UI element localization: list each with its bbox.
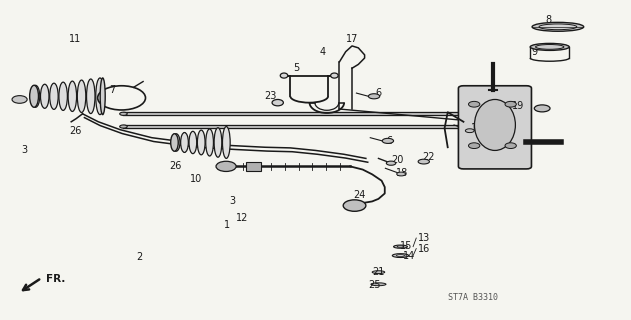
Ellipse shape xyxy=(96,78,104,115)
Text: 18: 18 xyxy=(471,123,483,133)
Ellipse shape xyxy=(59,82,68,110)
Text: 22: 22 xyxy=(423,152,435,162)
Circle shape xyxy=(505,143,516,148)
Ellipse shape xyxy=(539,24,577,30)
Ellipse shape xyxy=(223,126,230,158)
Ellipse shape xyxy=(50,83,58,109)
Ellipse shape xyxy=(120,112,127,116)
Ellipse shape xyxy=(397,246,404,247)
Ellipse shape xyxy=(40,84,49,108)
Text: 12: 12 xyxy=(235,213,248,223)
Text: 17: 17 xyxy=(346,34,358,44)
Text: 2: 2 xyxy=(136,252,143,262)
Text: 23: 23 xyxy=(264,91,276,101)
Ellipse shape xyxy=(392,254,409,258)
Circle shape xyxy=(468,143,480,148)
Ellipse shape xyxy=(418,159,430,164)
Ellipse shape xyxy=(386,161,396,165)
Ellipse shape xyxy=(530,44,569,50)
Circle shape xyxy=(343,200,366,211)
Ellipse shape xyxy=(369,94,380,99)
Ellipse shape xyxy=(120,125,127,128)
Ellipse shape xyxy=(536,44,564,49)
FancyBboxPatch shape xyxy=(459,86,531,169)
Text: 14: 14 xyxy=(403,251,415,260)
Ellipse shape xyxy=(86,79,95,114)
Ellipse shape xyxy=(465,129,474,132)
Ellipse shape xyxy=(30,85,38,107)
Ellipse shape xyxy=(171,134,178,151)
Ellipse shape xyxy=(100,78,105,115)
Ellipse shape xyxy=(475,100,516,150)
Text: 21: 21 xyxy=(372,267,385,277)
Ellipse shape xyxy=(189,131,197,154)
Text: 1: 1 xyxy=(224,220,230,230)
Ellipse shape xyxy=(78,80,86,113)
Text: 11: 11 xyxy=(69,34,81,44)
Text: 19: 19 xyxy=(512,101,524,111)
Text: 3: 3 xyxy=(21,146,28,156)
Text: 24: 24 xyxy=(353,190,366,200)
Text: 9: 9 xyxy=(531,47,538,57)
Circle shape xyxy=(216,161,236,172)
Ellipse shape xyxy=(206,129,213,156)
Text: 25: 25 xyxy=(369,280,381,290)
Ellipse shape xyxy=(32,85,40,107)
Ellipse shape xyxy=(534,105,550,112)
Text: 16: 16 xyxy=(418,244,430,253)
Text: 4: 4 xyxy=(320,47,326,57)
Circle shape xyxy=(12,96,27,103)
Ellipse shape xyxy=(68,81,76,111)
Ellipse shape xyxy=(372,271,385,274)
Text: 18: 18 xyxy=(396,168,408,178)
Text: 26: 26 xyxy=(69,126,81,136)
Ellipse shape xyxy=(180,132,188,152)
FancyBboxPatch shape xyxy=(245,162,261,171)
Circle shape xyxy=(505,101,516,107)
Text: FR.: FR. xyxy=(46,274,66,284)
Text: 13: 13 xyxy=(418,233,430,243)
Ellipse shape xyxy=(172,134,180,151)
Circle shape xyxy=(468,101,480,107)
Text: 10: 10 xyxy=(190,174,202,184)
Text: 7: 7 xyxy=(110,85,116,95)
Text: 20: 20 xyxy=(391,155,404,165)
Text: 26: 26 xyxy=(170,161,182,172)
Text: ST7A B3310: ST7A B3310 xyxy=(448,293,498,302)
Ellipse shape xyxy=(394,245,408,248)
Ellipse shape xyxy=(272,100,283,106)
Ellipse shape xyxy=(532,22,584,31)
Text: 15: 15 xyxy=(400,241,412,251)
Ellipse shape xyxy=(198,130,205,155)
Text: 8: 8 xyxy=(545,15,551,25)
Text: 6: 6 xyxy=(387,136,393,146)
Ellipse shape xyxy=(382,138,394,143)
Ellipse shape xyxy=(397,172,406,176)
Text: 5: 5 xyxy=(293,63,300,73)
Ellipse shape xyxy=(396,255,404,257)
Text: 3: 3 xyxy=(229,196,235,206)
Ellipse shape xyxy=(371,283,386,286)
Ellipse shape xyxy=(331,73,338,78)
Ellipse shape xyxy=(280,73,288,78)
Text: 6: 6 xyxy=(375,88,382,98)
Ellipse shape xyxy=(214,128,222,157)
